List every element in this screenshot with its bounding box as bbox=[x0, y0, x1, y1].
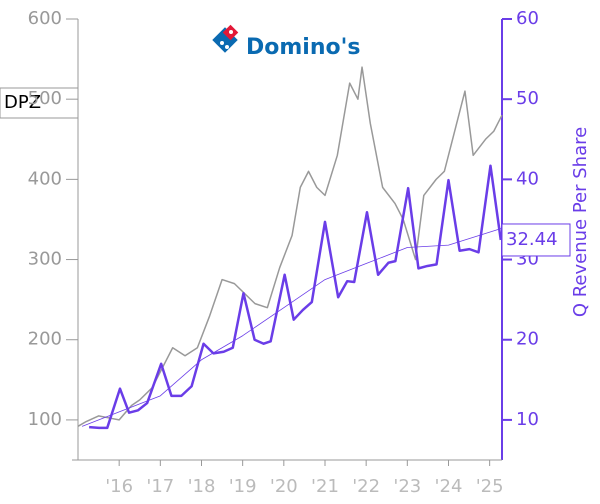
logo-text: Domino's bbox=[246, 35, 360, 60]
x-tick-label: '22 bbox=[352, 476, 380, 497]
x-tick-label: '21 bbox=[311, 476, 339, 497]
value-label: 32.44 bbox=[506, 229, 558, 250]
ticker: DPZ bbox=[4, 92, 41, 113]
logo-icon bbox=[212, 24, 239, 53]
y2-tick-label: 60 bbox=[516, 8, 539, 29]
y-tick-label: 100 bbox=[28, 409, 62, 430]
x-tick-label: '24 bbox=[435, 476, 463, 497]
ticker-box bbox=[0, 87, 79, 119]
x-tick-label: '18 bbox=[188, 476, 216, 497]
x-tick-label: '17 bbox=[146, 476, 174, 497]
y2-tick-label: 10 bbox=[516, 409, 539, 430]
y2-axis-label: Q Revenue Per Share bbox=[570, 127, 591, 317]
x-tick-label: '25 bbox=[476, 476, 504, 497]
x-tick-label: '20 bbox=[270, 476, 298, 497]
y-tick-label: 500 bbox=[28, 88, 62, 109]
y-tick-label: 200 bbox=[28, 329, 62, 350]
y2-tick-label: 20 bbox=[516, 329, 539, 350]
x-tick-label: '23 bbox=[393, 476, 421, 497]
x-tick-label: '16 bbox=[105, 476, 133, 497]
y-tick-label: 600 bbox=[28, 8, 62, 29]
y2-tick-label: 40 bbox=[516, 168, 539, 189]
series-line bbox=[89, 164, 503, 430]
y2-tick-label: 50 bbox=[516, 88, 539, 109]
x-tick-label: '19 bbox=[229, 476, 257, 497]
series-line bbox=[81, 227, 503, 427]
y-tick-label: 400 bbox=[28, 168, 62, 189]
value-label-box bbox=[501, 223, 571, 257]
series-line bbox=[77, 66, 503, 427]
y-tick-label: 300 bbox=[28, 249, 62, 270]
